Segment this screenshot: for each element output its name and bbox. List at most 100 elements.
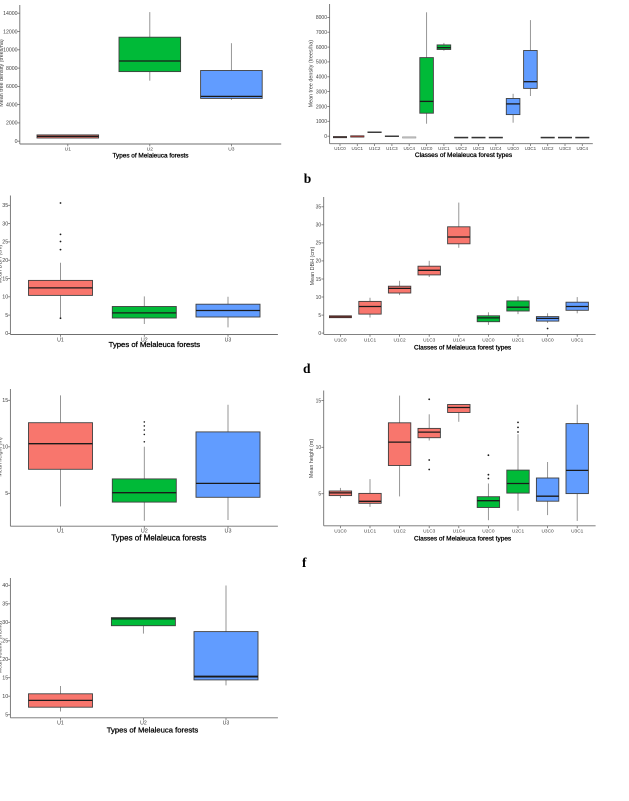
svg-text:6000: 6000	[6, 84, 18, 90]
svg-text:U1C3: U1C3	[386, 146, 398, 151]
svg-text:U2C0: U2C0	[482, 337, 495, 343]
svg-text:20: 20	[2, 258, 8, 264]
svg-text:3000: 3000	[316, 89, 327, 95]
svg-text:10: 10	[2, 445, 8, 451]
svg-text:U3C1: U3C1	[571, 528, 584, 534]
svg-text:U2: U2	[140, 721, 147, 727]
svg-text:30: 30	[316, 223, 322, 229]
svg-text:2000: 2000	[6, 121, 18, 127]
svg-text:U3: U3	[225, 337, 232, 343]
svg-text:U1C0: U1C0	[334, 337, 347, 343]
svg-text:U2C0: U2C0	[482, 528, 495, 534]
svg-text:10: 10	[2, 694, 8, 700]
svg-text:15: 15	[2, 276, 8, 282]
svg-text:Mean volume (m3/ha): Mean volume (m3/ha)	[0, 621, 4, 674]
svg-text:U2C2: U2C2	[455, 146, 467, 151]
svg-text:Mean tree density (trees/ha): Mean tree density (trees/ha)	[0, 39, 5, 107]
svg-text:U1C4: U1C4	[403, 146, 415, 151]
svg-text:35: 35	[2, 203, 8, 209]
svg-text:Types of Melaleuca forests: Types of Melaleuca forests	[109, 340, 201, 349]
svg-text:5: 5	[318, 492, 321, 498]
svg-text:Mean height (m): Mean height (m)	[0, 437, 4, 476]
svg-text:4000: 4000	[6, 102, 18, 108]
svg-text:U1C3: U1C3	[423, 528, 436, 534]
svg-text:U3C1: U3C1	[571, 337, 584, 343]
svg-text:U1C2: U1C2	[393, 528, 406, 534]
svg-text:U1C0: U1C0	[334, 146, 346, 151]
svg-text:U2C1: U2C1	[512, 528, 525, 534]
svg-text:25: 25	[2, 639, 8, 645]
svg-text:10: 10	[316, 445, 322, 451]
svg-text:40: 40	[2, 583, 8, 589]
svg-text:U1: U1	[57, 721, 64, 727]
svg-text:U3: U3	[228, 147, 235, 153]
svg-text:U1C2: U1C2	[369, 146, 381, 151]
svg-text:U2C0: U2C0	[421, 146, 433, 151]
svg-text:U3C0: U3C0	[507, 146, 519, 151]
svg-text:8000: 8000	[316, 15, 327, 21]
svg-text:U3C1: U3C1	[525, 146, 537, 151]
svg-text:U3: U3	[225, 529, 232, 535]
svg-text:Classes of Melaleuca forest ty: Classes of Melaleuca forest types	[415, 152, 513, 159]
svg-text:Types of Melaleuca forests: Types of Melaleuca forests	[112, 153, 188, 160]
svg-text:f: f	[302, 555, 307, 570]
svg-text:15: 15	[316, 398, 322, 404]
svg-text:Types of Melaleuca forests: Types of Melaleuca forests	[107, 725, 199, 734]
svg-text:15: 15	[316, 277, 322, 283]
svg-text:Mean DBH (cm): Mean DBH (cm)	[310, 246, 316, 285]
svg-text:30: 30	[2, 221, 8, 227]
svg-text:Mean DBH (cm): Mean DBH (cm)	[0, 244, 4, 283]
svg-text:U2C3: U2C3	[473, 146, 485, 151]
svg-text:U2C1: U2C1	[512, 337, 525, 343]
svg-text:U1C4: U1C4	[453, 337, 466, 343]
svg-text:25: 25	[316, 241, 322, 247]
svg-text:15: 15	[2, 398, 8, 404]
svg-text:U1C1: U1C1	[364, 337, 377, 343]
svg-text:U1: U1	[57, 337, 64, 343]
svg-text:b: b	[304, 171, 312, 186]
svg-text:0: 0	[15, 139, 18, 145]
svg-text:U3C0: U3C0	[541, 337, 554, 343]
svg-text:5: 5	[5, 491, 8, 497]
svg-text:U2: U2	[147, 147, 154, 153]
svg-text:30: 30	[2, 620, 8, 626]
svg-text:5: 5	[318, 313, 321, 319]
svg-text:Classes of Melaleuca forest ty: Classes of Melaleuca forest types	[414, 345, 512, 352]
svg-text:Mean height (m): Mean height (m)	[309, 439, 315, 478]
svg-text:U1C0: U1C0	[334, 528, 347, 534]
svg-text:25: 25	[2, 240, 8, 246]
svg-text:7000: 7000	[316, 30, 327, 36]
svg-text:U3: U3	[223, 721, 230, 727]
svg-text:U1: U1	[65, 147, 72, 153]
svg-text:35: 35	[316, 205, 322, 211]
svg-text:Classes of Melaleuca forest ty: Classes of Melaleuca forest types	[414, 536, 512, 543]
svg-text:10: 10	[2, 295, 8, 301]
svg-text:U1: U1	[57, 529, 64, 535]
svg-text:5000: 5000	[316, 60, 327, 66]
svg-text:15: 15	[2, 676, 8, 682]
svg-text:5: 5	[5, 713, 8, 719]
svg-text:5: 5	[5, 313, 8, 319]
svg-text:U2: U2	[141, 337, 148, 343]
svg-text:U1C3: U1C3	[423, 337, 436, 343]
svg-text:0: 0	[324, 134, 327, 140]
svg-text:U3C2: U3C2	[542, 146, 554, 151]
svg-text:U1C1: U1C1	[364, 528, 377, 534]
svg-text:U2C1: U2C1	[438, 146, 450, 151]
svg-text:U2C4: U2C4	[490, 146, 502, 151]
svg-text:4000: 4000	[316, 75, 327, 81]
svg-text:2000: 2000	[316, 104, 327, 110]
svg-text:U3C4: U3C4	[577, 146, 589, 151]
svg-text:10000: 10000	[3, 48, 18, 54]
svg-text:Types of Melaleuca forests: Types of Melaleuca forests	[111, 534, 206, 543]
svg-text:1000: 1000	[316, 119, 327, 125]
svg-text:20: 20	[2, 657, 8, 663]
svg-text:8000: 8000	[6, 66, 18, 72]
svg-text:U1C1: U1C1	[352, 146, 364, 151]
svg-text:U3C3: U3C3	[559, 146, 571, 151]
svg-text:35: 35	[2, 602, 8, 608]
svg-text:U1C2: U1C2	[393, 337, 406, 343]
svg-text:12000: 12000	[3, 29, 18, 35]
svg-text:d: d	[303, 361, 311, 376]
svg-text:Mean tree density (trees/ha): Mean tree density (trees/ha)	[309, 40, 315, 108]
